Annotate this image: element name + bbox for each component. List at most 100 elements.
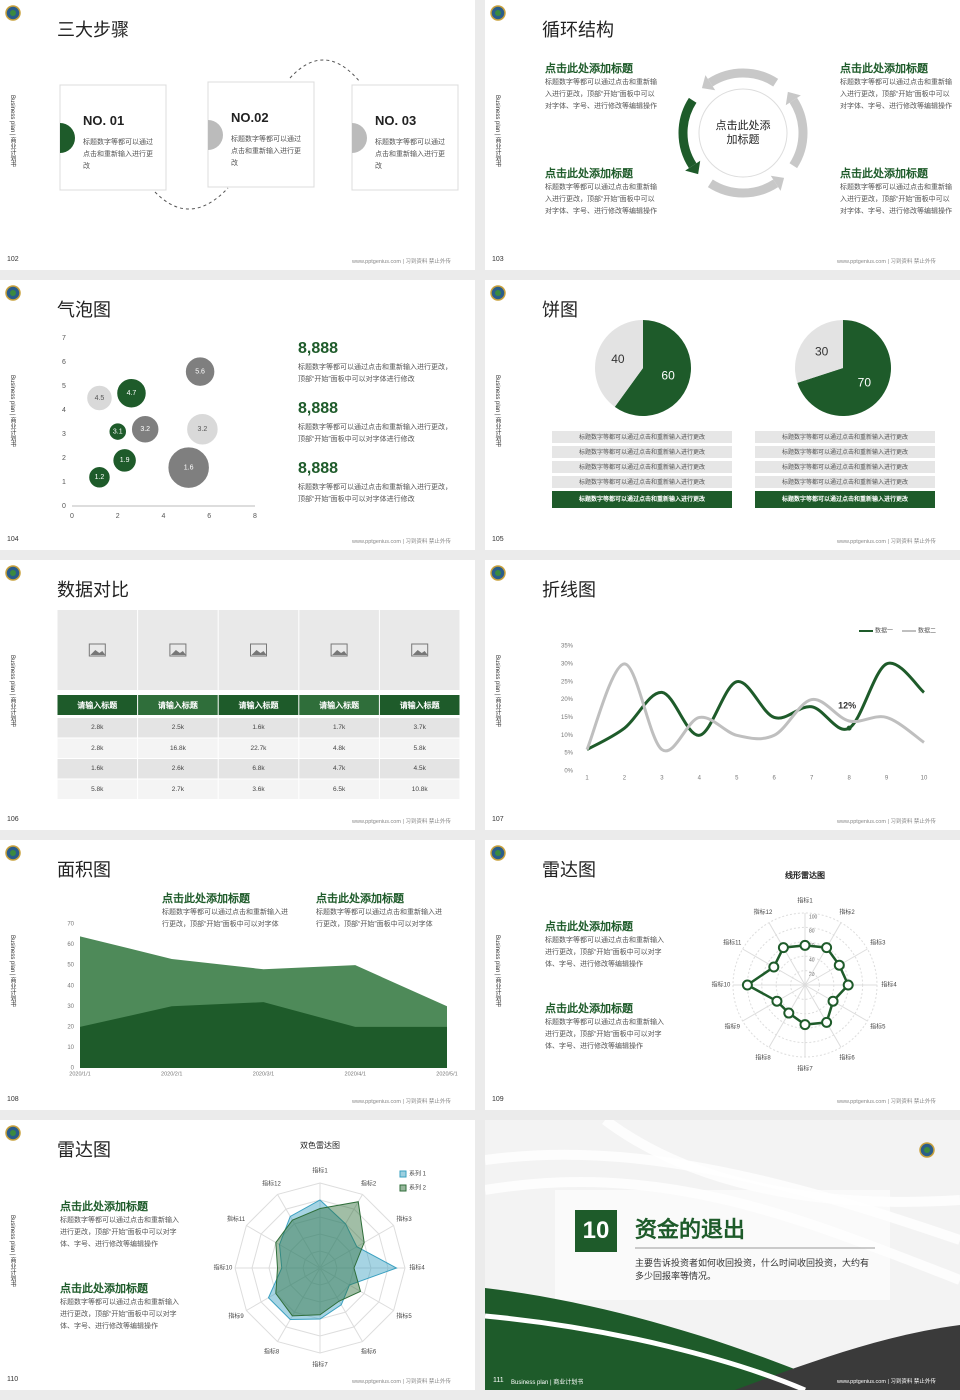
x-tick-label: 8	[253, 513, 257, 520]
block-text: 标题数字等都可以通过点击和重新输入进行更改，顶部“开始”面板中可以对字体、字号、…	[840, 184, 952, 215]
x-tick-label: 4	[162, 513, 166, 520]
slide-graphics: 0 1 2 3 4 5 6 7 0 2 4 6 8 1.2 1.9 3.1 4.7 3.2 5.6 1.6 4.5 3.2	[5, 285, 257, 520]
footer: www.pptgenius.com | 习到资料 禁止外传	[352, 1099, 451, 1105]
category-label: 指标4	[409, 1264, 425, 1272]
header-text: 请输入标题	[399, 701, 440, 710]
slide: 10 资金的退出 主要告诉投资者如何收回投资，什么时间收回投资，大约有多少回报率等情…	[485, 1120, 960, 1390]
image-icon	[250, 643, 267, 657]
list-text: 标题数字等都可以通过点击和重新输入进行更改	[781, 450, 908, 456]
cycle-arrowhead	[770, 175, 785, 191]
category-label: 指标1	[312, 1167, 328, 1175]
block-heading: 点击此处添加标题	[840, 168, 928, 180]
slide: 双色雷达图 指标1 指标2 指标3 指标4 指标5 指标6 指标7 指标8 指标9 指标10 指标11…	[0, 1120, 475, 1390]
y-tick-label: 70	[67, 922, 74, 928]
side-label: Business plan | 商业计划书	[9, 1215, 15, 1288]
pie-label: 40	[611, 352, 625, 366]
cell-text: 2.8k	[91, 724, 104, 731]
page-number: 102	[7, 256, 19, 263]
spoke	[804, 984, 842, 1048]
slide-title: 饼图	[542, 300, 578, 320]
bubble-label: 3.2	[198, 426, 208, 433]
stat-text: 标题数字等都可以通过点击和重新输入进行更改，顶部“开始”面板中可以对字体进行修改	[298, 364, 452, 383]
category-label: 指标3	[396, 1215, 412, 1223]
bubble-label: 3.2	[140, 426, 150, 433]
legend-swatch	[399, 1184, 407, 1192]
step-number: NO. 01	[83, 113, 125, 128]
category-label: 指标7	[797, 1065, 813, 1073]
data-label: 12%	[838, 701, 856, 711]
block-text: 标题数字等都可以通过点击和重新输入进行更改，顶部“开始”面板中可以对字体、字号、…	[60, 1217, 179, 1248]
cell-text: 5.8k	[413, 744, 426, 752]
pie-label: 60	[661, 368, 675, 382]
bubble-label: 3.1	[113, 428, 123, 435]
y-tick-label: 2	[62, 455, 66, 462]
footer: www.pptgenius.com | 习到资料 禁止外传	[352, 539, 451, 545]
cell-text: 3.6k	[252, 785, 265, 793]
step-marker	[208, 120, 223, 150]
cycle-arc	[707, 179, 779, 198]
page-number: 108	[7, 1096, 19, 1103]
radar-marker	[777, 942, 789, 954]
page-number: 110	[7, 1376, 19, 1383]
pie-label: 70	[858, 376, 872, 390]
list-text: 标题数字等都可以通过点击和重新输入进行更改	[578, 450, 705, 456]
category-label: 指标11	[723, 939, 742, 947]
block-text: 标题数字等都可以通过点击和重新输入进行更改，顶部“开始”面板中可以对字体、字号、…	[545, 79, 657, 110]
category-label: 指标7	[312, 1361, 328, 1369]
slide-graphics: 60 40 70 30	[490, 285, 935, 508]
table-cell	[218, 718, 299, 738]
bubble	[130, 414, 160, 444]
x-tick-label: 2	[623, 776, 627, 782]
dashed-arc	[289, 59, 361, 83]
slide-graphics	[5, 565, 460, 799]
x-tick-label: 7	[810, 776, 814, 782]
image-icon-hill	[170, 650, 186, 655]
cell-text: 2.8k	[91, 744, 104, 752]
bubble-label: 1.6	[184, 464, 194, 471]
step-box	[207, 81, 315, 188]
table-cell	[138, 718, 218, 738]
table-cell	[379, 779, 460, 799]
table-cell	[57, 738, 138, 758]
radar-series	[267, 1199, 398, 1321]
bubble	[108, 421, 128, 442]
footer-label: Business plan | 商业计划书	[511, 1380, 584, 1386]
center-text: 点击此处添加标题	[715, 120, 771, 146]
number-box	[575, 1210, 617, 1252]
radar-marker	[783, 1007, 795, 1019]
pie-slice	[614, 320, 691, 416]
x-tick-label: 2020/5/1	[436, 1071, 457, 1077]
cell-text: 6.5k	[332, 785, 346, 793]
table-cell	[379, 738, 460, 758]
table-cell	[299, 738, 379, 758]
step-number: NO. 03	[375, 113, 417, 128]
spoke	[277, 1194, 321, 1269]
bubble	[87, 465, 112, 489]
y-tick-label: 7	[62, 335, 66, 342]
header-cell	[218, 695, 299, 715]
logo-center	[10, 10, 16, 16]
side-label: Business plan | 商业计划书	[9, 655, 15, 728]
category-label: 指标4	[881, 981, 897, 989]
logo-center	[495, 850, 501, 856]
cycle-arrowhead	[701, 75, 716, 91]
spoke	[319, 1267, 394, 1311]
slide: 循环结构 Business plan | 商业计划书 103 www.pptgeniu…	[485, 0, 960, 270]
radar-marker	[799, 1019, 811, 1031]
r-tick-label: 80	[809, 929, 815, 935]
category-label: 指标2	[839, 908, 855, 916]
x-tick-label: 1	[585, 776, 589, 782]
image-icon-hill	[412, 650, 428, 655]
image-cell	[138, 610, 218, 690]
list-row	[552, 461, 732, 473]
spoke	[246, 1267, 321, 1311]
y-tick-label: 40	[67, 983, 74, 989]
bubble	[85, 384, 114, 412]
slide-title: 折线图	[542, 580, 596, 600]
slide: 0% 5% 10% 15% 20% 25% 30% 35% 1 2 3 4 5 6 7 8 9 10 12% 数据一 数…	[485, 560, 960, 830]
r-tick-label: 100	[809, 914, 818, 920]
x-tick-label: 2	[116, 513, 120, 520]
category-label: 指标8	[755, 1053, 771, 1061]
page-number: 111	[493, 1377, 504, 1384]
